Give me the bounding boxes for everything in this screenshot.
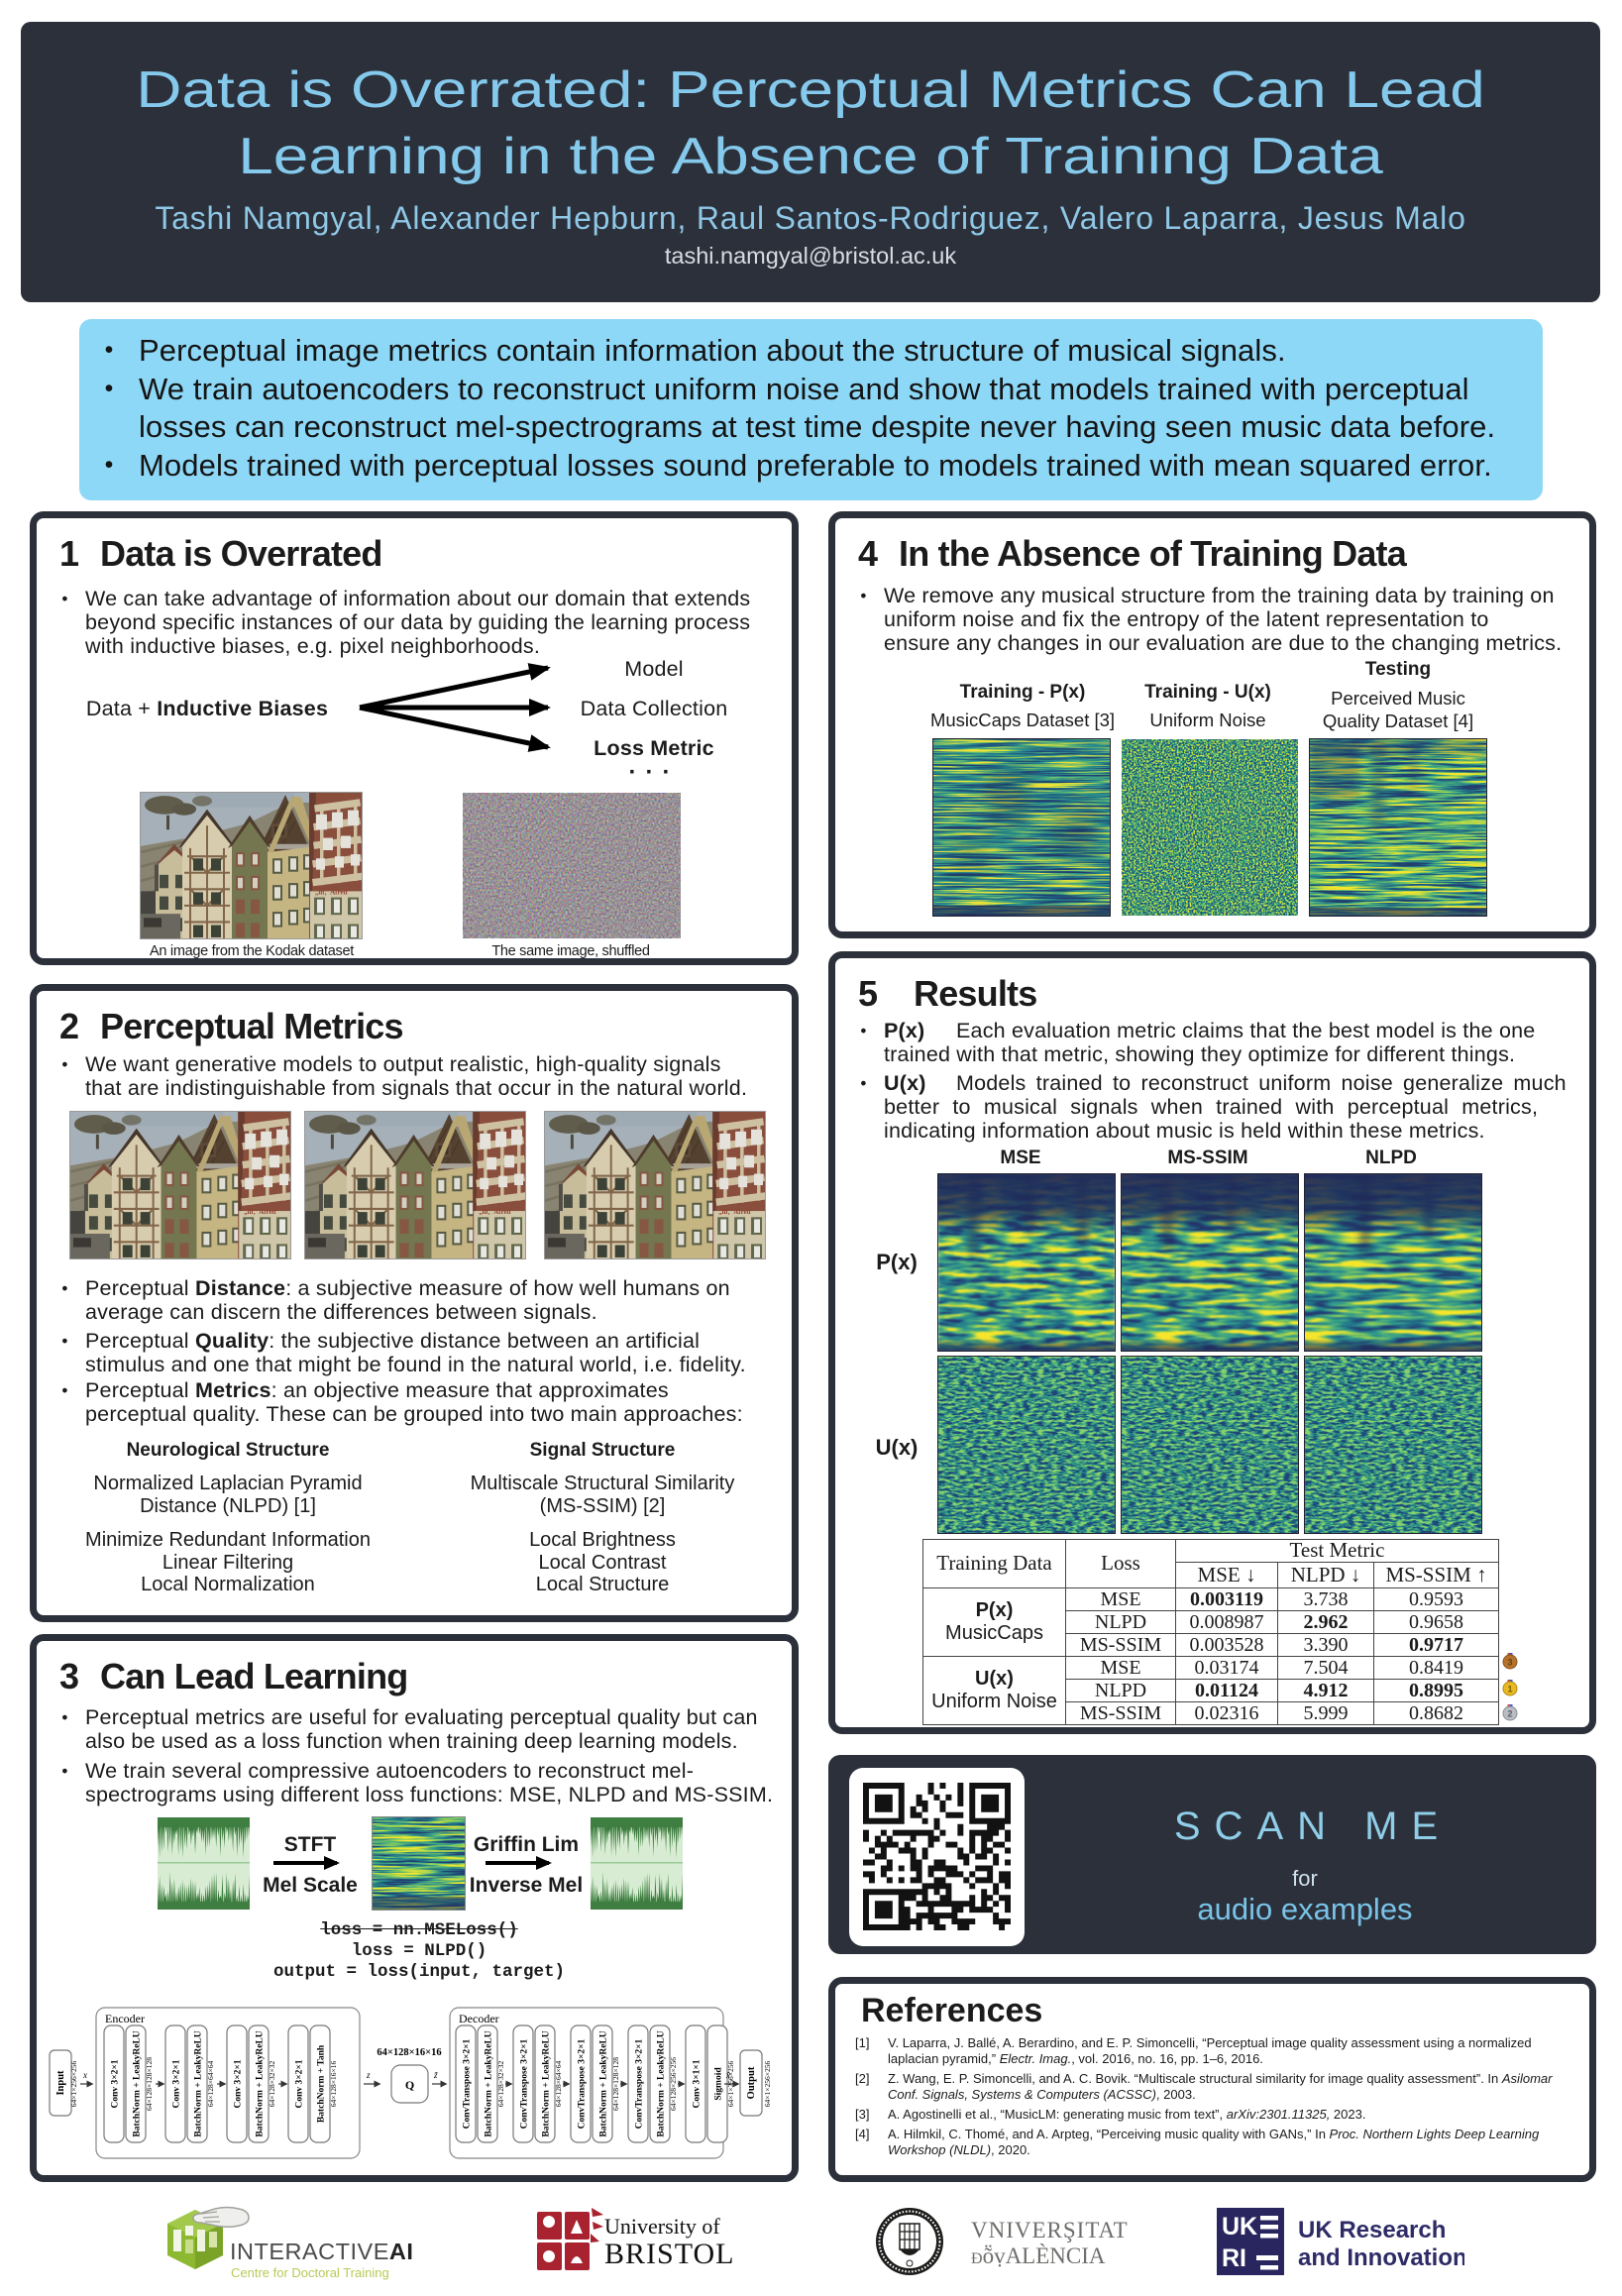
svg-text:BatchNorm + LeakyReLU: BatchNorm + LeakyReLU xyxy=(256,2030,266,2136)
svg-text:Decoder: Decoder xyxy=(459,2012,499,2025)
svg-text:ConvTranspose 3×2×1: ConvTranspose 3×2×1 xyxy=(578,2038,588,2129)
svg-text:BatchNorm + LeakyReLU: BatchNorm + LeakyReLU xyxy=(657,2030,667,2136)
svg-text:2: 2 xyxy=(1507,1709,1512,1719)
svg-text:64×128×256×256: 64×128×256×256 xyxy=(669,2057,678,2111)
svg-text:64×128×128×128: 64×128×128×128 xyxy=(611,2057,620,2111)
svg-text:64×128×64×64: 64×128×64×64 xyxy=(206,2061,215,2108)
svg-text:INTERACTIVEAI: INTERACTIVEAI xyxy=(230,2239,413,2264)
svg-text:Output: Output xyxy=(746,2066,757,2099)
svg-text:BatchNorm + LeakyReLU: BatchNorm + LeakyReLU xyxy=(485,2030,494,2136)
svg-text:Input: Input xyxy=(55,2070,66,2096)
svg-text:Sigmoid: Sigmoid xyxy=(714,2067,724,2101)
svg-text:UK: UK xyxy=(1222,2213,1257,2241)
svg-text:z: z xyxy=(366,2070,371,2080)
svg-text:University of: University of xyxy=(604,2214,720,2239)
svg-text:ConvTranspose 3×2×1: ConvTranspose 3×2×1 xyxy=(463,2038,473,2129)
svg-text:x̂: x̂ xyxy=(725,2070,730,2080)
svg-text:ConvTranspose 3×2×1: ConvTranspose 3×2×1 xyxy=(635,2038,645,2129)
svg-text:64×1×256×256: 64×1×256×256 xyxy=(763,2061,772,2108)
svg-text:1: 1 xyxy=(1507,1685,1512,1695)
svg-text:BatchNorm + Tanh: BatchNorm + Tanh xyxy=(317,2044,327,2123)
svg-text:64×128×16×16: 64×128×16×16 xyxy=(329,2061,338,2108)
svg-text:64×128×16×16: 64×128×16×16 xyxy=(377,2047,441,2058)
svg-text:Centre for Doctoral Training: Centre for Doctoral Training xyxy=(231,2265,389,2280)
svg-text:UK Research: UK Research xyxy=(1298,2217,1446,2243)
svg-text:64×128×32×32: 64×128×32×32 xyxy=(268,2061,276,2108)
svg-text:BatchNorm + LeakyReLU: BatchNorm + LeakyReLU xyxy=(599,2030,609,2136)
svg-text:z̃: z̃ xyxy=(433,2070,438,2080)
svg-text:64×128×32×32: 64×128×32×32 xyxy=(496,2061,505,2108)
svg-text:ĐṏṿALÈNCIA: ĐṏṿALÈNCIA xyxy=(971,2243,1106,2268)
svg-text:BatchNorm + LeakyReLU: BatchNorm + LeakyReLU xyxy=(133,2030,143,2136)
svg-text:Conv 3×2×1: Conv 3×2×1 xyxy=(234,2059,244,2108)
svg-text:ConvTranspose 3×2×1: ConvTranspose 3×2×1 xyxy=(520,2038,530,2129)
svg-text:64×128×64×64: 64×128×64×64 xyxy=(554,2061,563,2108)
svg-text:Conv 3×2×1: Conv 3×2×1 xyxy=(295,2059,305,2108)
svg-text:VNIVERŞITAT: VNIVERŞITAT xyxy=(971,2218,1129,2242)
svg-text:Encoder: Encoder xyxy=(105,2012,145,2025)
svg-text:Conv 3×2×1: Conv 3×2×1 xyxy=(172,2059,182,2108)
svg-text:Conv 3×2×1: Conv 3×2×1 xyxy=(111,2059,121,2108)
svg-text:Q: Q xyxy=(405,2078,414,2092)
svg-text:64×128×128×128: 64×128×128×128 xyxy=(145,2057,154,2111)
svg-text:64×1×256×256: 64×1×256×256 xyxy=(69,2061,78,2108)
svg-text:BRISTOL: BRISTOL xyxy=(604,2238,734,2270)
svg-text:x: x xyxy=(82,2070,87,2080)
svg-text:RI: RI xyxy=(1222,2244,1246,2272)
svg-text:BatchNorm + LeakyReLU: BatchNorm + LeakyReLU xyxy=(542,2030,552,2136)
svg-text:BatchNorm + LeakyReLU: BatchNorm + LeakyReLU xyxy=(194,2030,204,2136)
svg-text:3: 3 xyxy=(1507,1658,1512,1668)
svg-text:Conv 3×1×1: Conv 3×1×1 xyxy=(693,2059,703,2108)
svg-text:and Innovation: and Innovation xyxy=(1298,2244,1464,2271)
